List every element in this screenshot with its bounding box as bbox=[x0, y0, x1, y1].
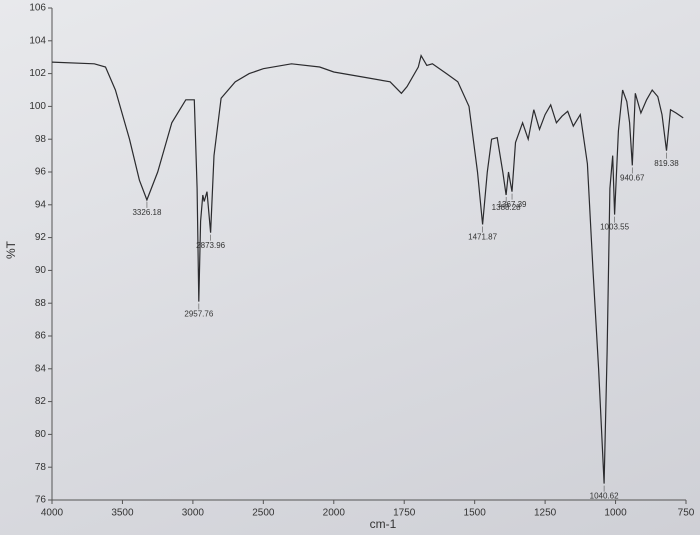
x-tick-label: 4000 bbox=[41, 508, 64, 519]
y-tick-label: 78 bbox=[35, 462, 47, 473]
y-tick-label: 106 bbox=[29, 3, 46, 14]
y-axis-label: %T bbox=[4, 240, 18, 259]
x-tick-label: 1000 bbox=[604, 508, 627, 519]
x-tick-label: 1250 bbox=[534, 508, 557, 519]
y-tick-label: 98 bbox=[35, 134, 47, 145]
x-axis-label: cm-1 bbox=[370, 517, 397, 531]
peak-label: 3326.18 bbox=[132, 208, 161, 217]
x-tick-label: 750 bbox=[678, 508, 695, 519]
y-tick-label: 76 bbox=[35, 495, 47, 506]
y-tick-label: 80 bbox=[35, 429, 47, 440]
y-tick-label: 102 bbox=[29, 68, 46, 79]
y-tick-label: 84 bbox=[35, 363, 47, 374]
y-tick-label: 82 bbox=[35, 396, 47, 407]
y-tick-label: 104 bbox=[29, 35, 46, 46]
x-tick-label: 3500 bbox=[111, 508, 134, 519]
y-tick-label: 86 bbox=[35, 331, 47, 342]
peak-label: 1388.28 bbox=[492, 203, 521, 212]
x-tick-label: 1500 bbox=[464, 508, 487, 519]
spectrum-line bbox=[51, 54, 684, 484]
peak-label: 1003.55 bbox=[600, 223, 629, 232]
x-tick-label: 3000 bbox=[182, 508, 205, 519]
peak-label: 1040.62 bbox=[590, 492, 619, 501]
peak-label: 2873.96 bbox=[196, 241, 225, 250]
y-tick-label: 92 bbox=[35, 232, 47, 243]
y-tick-label: 94 bbox=[35, 199, 47, 210]
y-tick-label: 100 bbox=[29, 101, 46, 112]
x-tick-label: 1750 bbox=[393, 508, 416, 519]
x-tick-label: 2500 bbox=[252, 508, 275, 519]
peak-label: 1471.87 bbox=[468, 233, 497, 242]
y-tick-label: 88 bbox=[35, 298, 47, 309]
peak-label: 2957.76 bbox=[184, 310, 213, 319]
peak-label: 1367.39 bbox=[498, 200, 527, 209]
y-tick-label: 90 bbox=[35, 265, 47, 276]
x-tick-label: 2000 bbox=[323, 508, 346, 519]
peak-label: 819.38 bbox=[654, 159, 679, 168]
peak-label: 940.67 bbox=[620, 174, 645, 183]
y-tick-label: 96 bbox=[35, 167, 47, 178]
